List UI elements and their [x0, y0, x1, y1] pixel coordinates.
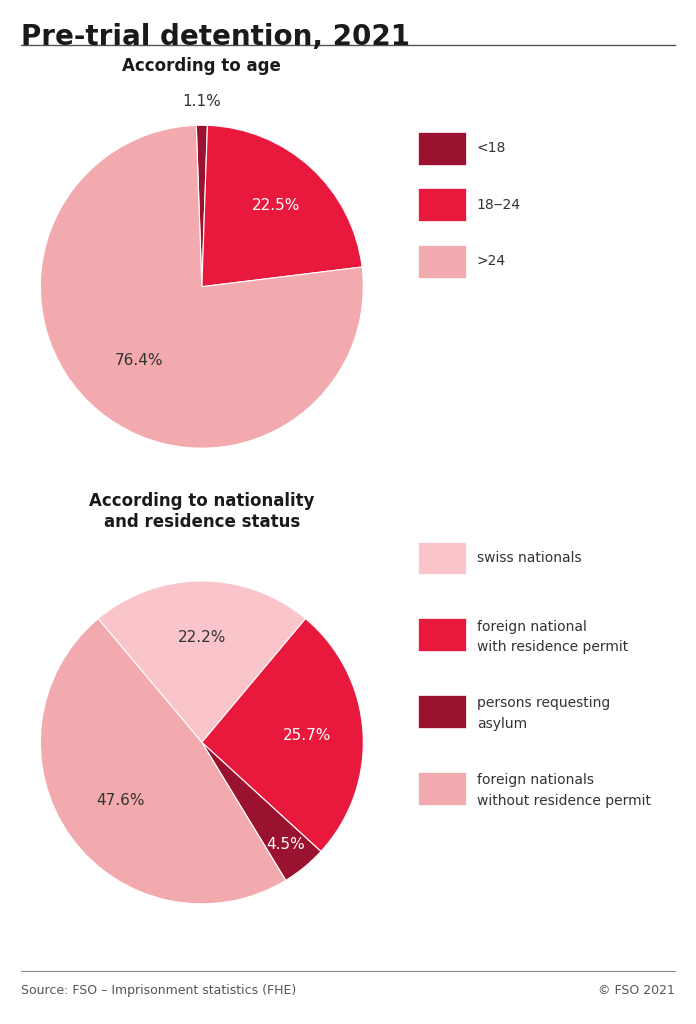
Text: persons requesting: persons requesting	[477, 696, 610, 711]
Title: According to nationality
and residence status: According to nationality and residence s…	[89, 492, 315, 530]
Wedge shape	[40, 125, 363, 449]
Text: without residence permit: without residence permit	[477, 794, 651, 808]
Wedge shape	[196, 125, 207, 287]
Text: 47.6%: 47.6%	[96, 794, 145, 808]
Text: © FSO 2021: © FSO 2021	[599, 984, 675, 996]
Text: with residence permit: with residence permit	[477, 640, 628, 654]
Text: 25.7%: 25.7%	[283, 728, 331, 743]
Text: 22.5%: 22.5%	[252, 199, 300, 213]
Wedge shape	[202, 618, 363, 851]
Text: Pre-trial detention, 2021: Pre-trial detention, 2021	[21, 23, 410, 50]
Text: foreign national: foreign national	[477, 620, 587, 634]
Text: 4.5%: 4.5%	[267, 838, 306, 852]
Wedge shape	[98, 581, 306, 742]
Text: >24: >24	[477, 254, 506, 268]
Text: 18‒24: 18‒24	[477, 198, 521, 212]
Text: 22.2%: 22.2%	[177, 630, 226, 645]
Text: Source: FSO – Imprisonment statistics (FHE): Source: FSO – Imprisonment statistics (F…	[21, 984, 296, 996]
Wedge shape	[40, 618, 286, 904]
Text: <18: <18	[477, 141, 506, 156]
Text: 1.1%: 1.1%	[182, 93, 221, 109]
Wedge shape	[202, 125, 362, 287]
Text: foreign nationals: foreign nationals	[477, 773, 594, 787]
Text: swiss nationals: swiss nationals	[477, 551, 581, 565]
Wedge shape	[202, 742, 321, 881]
Title: According to age: According to age	[122, 57, 281, 75]
Text: 76.4%: 76.4%	[115, 353, 163, 368]
Text: asylum: asylum	[477, 717, 527, 731]
